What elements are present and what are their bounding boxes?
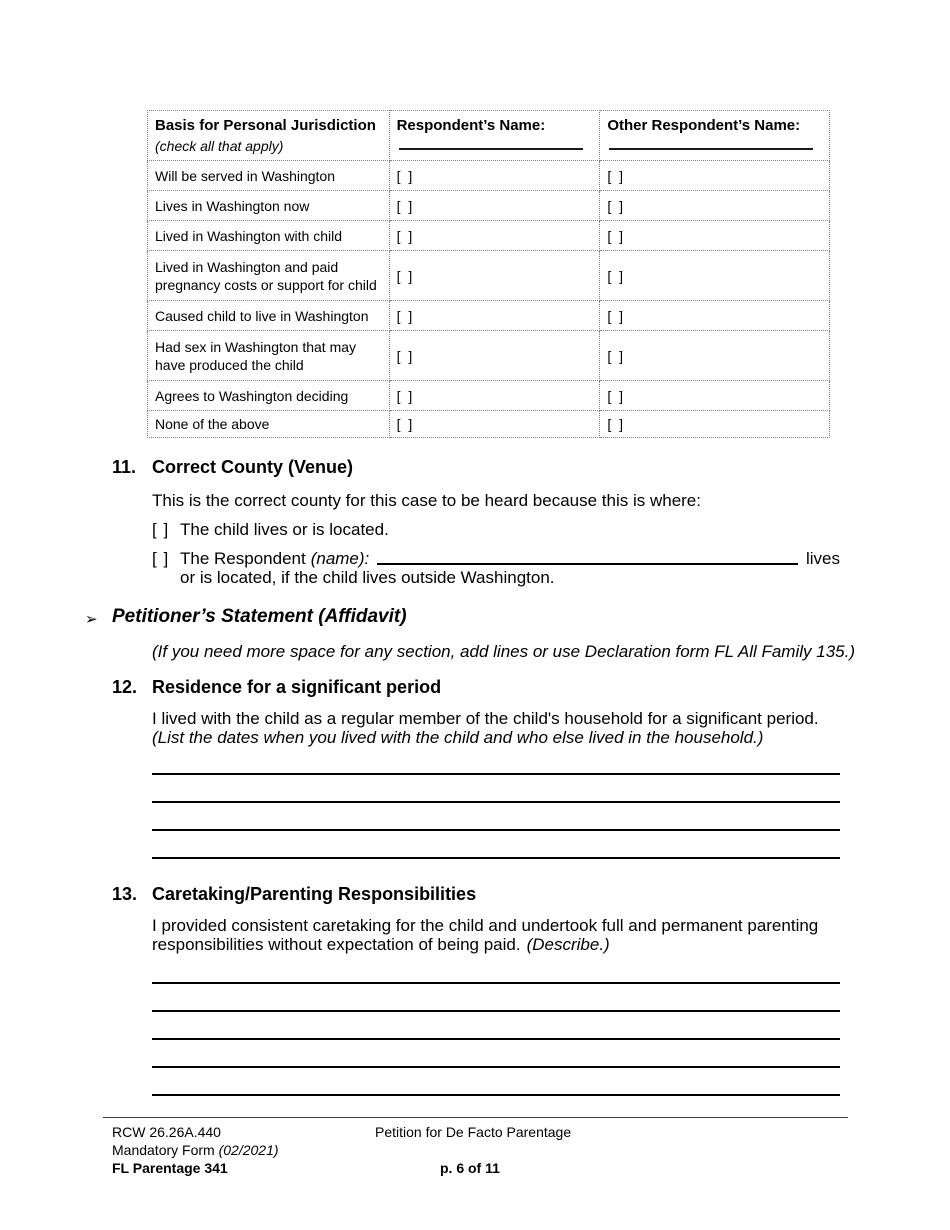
header-other-respondent-title: Other Respondent’s Name: (607, 117, 801, 134)
checkbox-other-respondent[interactable]: [ ] (599, 190, 830, 221)
header-basis: Basis for Personal Jurisdiction (check a… (147, 110, 390, 161)
footer-form-date: (02/2021) (218, 1142, 279, 1158)
petitioner-statement-title: Petitioner’s Statement (Affidavit) (112, 606, 407, 627)
footer-row-1: RCW 26.26A.440 Petition for De Facto Par… (103, 1123, 848, 1141)
option-child-lives: [ ] The child lives or is located. (152, 520, 840, 539)
checkbox-other-respondent[interactable]: [ ] (599, 160, 830, 191)
row-label: Agrees to Washington deciding (147, 380, 390, 411)
section-13-statement: I provided consistent caretaking for the… (152, 916, 819, 954)
header-basis-title: Basis for Personal Jurisdiction (155, 117, 376, 134)
footer-page-info: p. 6 of 11 (440, 1160, 500, 1176)
section-11: 11. Correct County (Venue) This is the c… (112, 456, 848, 587)
table-row: None of the above [ ] [ ] (147, 410, 830, 438)
row-label: Had sex in Washington that may have prod… (147, 330, 390, 381)
respondent-name-blank[interactable] (398, 148, 584, 150)
section-12: 12. Residence for a significant period I… (112, 676, 848, 859)
option-respondent-lives: [ ] The Respondent (name): lives or is l… (152, 549, 840, 587)
table-row: Agrees to Washington deciding [ ] [ ] (147, 380, 830, 411)
section-title: Caretaking/Parenting Responsibilities (152, 884, 477, 904)
table-row: Lived in Washington with child [ ] [ ] (147, 220, 830, 251)
row-label: None of the above (147, 410, 390, 438)
checkbox-respondent[interactable]: [ ] (388, 250, 601, 301)
option-respondent-prefix: The Respondent (180, 549, 306, 568)
checkbox-other-respondent[interactable]: [ ] (599, 220, 830, 251)
option-respondent-wrap: or is located, if the child lives outsid… (180, 568, 555, 587)
writing-line[interactable] (152, 803, 840, 831)
checkbox-respondent[interactable]: [ ] (388, 300, 601, 331)
checkbox-respondent[interactable]: [ ] (388, 330, 601, 381)
petitioner-statement-heading: ➢ Petitioner’s Statement (Affidavit) (85, 605, 865, 631)
respondent-name-field[interactable] (377, 551, 798, 565)
checkbox-other-respondent[interactable]: [ ] (599, 300, 830, 331)
section-12-instruction: (List the dates when you lived with the … (152, 728, 764, 747)
table-header-row: Basis for Personal Jurisdiction (check a… (147, 110, 830, 161)
footer-form-number: FL Parentage 341 (112, 1160, 228, 1176)
section-number: 13. (112, 884, 138, 904)
checkbox-other-respondent[interactable]: [ ] (599, 250, 830, 301)
footer-mandatory-form-label: Mandatory Form (112, 1142, 215, 1158)
section-number: 12. (112, 677, 138, 697)
checkbox-respondent[interactable]: [ ] (388, 190, 601, 221)
section-title: Correct County (Venue) (152, 457, 354, 477)
header-basis-subtitle: (check all that apply) (155, 138, 284, 154)
table-row: Will be served in Washington [ ] [ ] (147, 160, 830, 191)
section-12-heading: 12. Residence for a significant period (112, 676, 848, 698)
jurisdiction-table-block: Basis for Personal Jurisdiction (check a… (147, 110, 830, 438)
row-label: Will be served in Washington (147, 160, 390, 191)
page-footer: RCW 26.26A.440 Petition for De Facto Par… (103, 1117, 848, 1177)
writing-line[interactable] (152, 1040, 840, 1068)
checkbox-respondent-lives[interactable]: [ ] (152, 549, 170, 568)
section-11-heading: 11. Correct County (Venue) (112, 456, 848, 478)
footer-mandatory-form: Mandatory Form (02/2021) (103, 1141, 375, 1159)
more-space-note: (If you need more space for any section,… (152, 642, 855, 661)
checkbox-other-respondent[interactable]: [ ] (599, 380, 830, 411)
checkbox-child-lives[interactable]: [ ] (152, 520, 170, 539)
checkbox-respondent[interactable]: [ ] (388, 410, 601, 438)
row-label: Lived in Washington with child (147, 220, 390, 251)
checkbox-respondent[interactable]: [ ] (388, 220, 601, 251)
writing-line[interactable] (152, 956, 840, 984)
section-12-statement: I lived with the child as a regular memb… (152, 709, 819, 728)
jurisdiction-table: Basis for Personal Jurisdiction (check a… (147, 110, 830, 438)
writing-line[interactable] (152, 747, 840, 775)
writing-line[interactable] (152, 1068, 840, 1096)
writing-line[interactable] (152, 775, 840, 803)
footer-statute: RCW 26.26A.440 (112, 1124, 221, 1140)
writing-line[interactable] (152, 831, 840, 859)
table-row: Lived in Washington and paid pregnancy c… (147, 250, 830, 301)
option-respondent-suffix: lives (805, 549, 840, 568)
checkbox-respondent[interactable]: [ ] (388, 160, 601, 191)
section-13-instruction: (Describe.) (526, 935, 610, 954)
header-respondent-title: Respondent’s Name: (396, 117, 546, 134)
section-13-heading: 13. Caretaking/Parenting Responsibilitie… (112, 883, 848, 905)
writing-line[interactable] (152, 1012, 840, 1040)
header-respondent: Respondent’s Name: (388, 110, 601, 161)
arrowhead-bullet-icon: ➢ (85, 610, 98, 628)
row-label: Lives in Washington now (147, 190, 390, 221)
option-child-lives-label: The child lives or is located. (180, 520, 389, 539)
header-other-respondent: Other Respondent’s Name: (599, 110, 830, 161)
section-number: 11. (112, 457, 137, 477)
petitioner-statement: ➢ Petitioner’s Statement (Affidavit) (If… (85, 605, 865, 661)
name-label: (name): (310, 549, 370, 568)
table-row: Lives in Washington now [ ] [ ] (147, 190, 830, 221)
table-row: Had sex in Washington that may have prod… (147, 330, 830, 381)
table-row: Caused child to live in Washington [ ] [… (147, 300, 830, 331)
section-13-body: I provided consistent caretaking for the… (152, 916, 840, 954)
checkbox-respondent[interactable]: [ ] (388, 380, 601, 411)
writing-line[interactable] (152, 984, 840, 1012)
checkbox-other-respondent[interactable]: [ ] (599, 410, 830, 438)
footer-row-2: Mandatory Form (02/2021) (103, 1141, 848, 1159)
section-11-intro: This is the correct county for this case… (152, 491, 701, 510)
other-respondent-name-blank[interactable] (609, 148, 813, 150)
row-label: Caused child to live in Washington (147, 300, 390, 331)
checkbox-other-respondent[interactable]: [ ] (599, 330, 830, 381)
footer-row-3: FL Parentage 341 p. 6 of 11 (103, 1159, 848, 1177)
footer-document-title: Petition for De Facto Parentage (375, 1124, 572, 1140)
row-label: Lived in Washington and paid pregnancy c… (147, 250, 390, 301)
section-title: Residence for a significant period (152, 677, 442, 697)
section-12-body: I lived with the child as a regular memb… (152, 709, 840, 747)
section-13: 13. Caretaking/Parenting Responsibilitie… (112, 883, 848, 1096)
